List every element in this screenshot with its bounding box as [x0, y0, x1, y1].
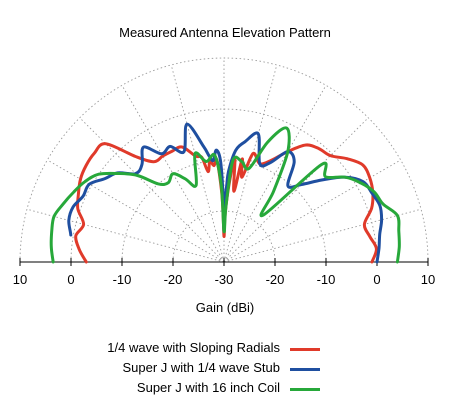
legend-label: Super J with 1/4 wave Stub [122, 360, 280, 375]
grid-ring [19, 57, 429, 263]
legend-label: Super J with 16 inch Coil [136, 380, 280, 395]
legend-item-sloping-radials: 1/4 wave with Sloping Radials [40, 338, 320, 358]
grid-spoke [223, 159, 401, 263]
series-line [74, 142, 378, 264]
tick-label: -20 [164, 272, 183, 287]
tick-label: -20 [266, 272, 285, 287]
legend-swatch [290, 368, 320, 371]
tick-label: 0 [373, 272, 380, 287]
series-lines [49, 122, 401, 264]
legend-swatch [290, 388, 320, 391]
legend: 1/4 wave with Sloping Radials Super J wi… [40, 338, 320, 398]
legend-item-stub: Super J with 1/4 wave Stub [40, 358, 320, 378]
series-line [49, 126, 401, 264]
legend-label: 1/4 wave with Sloping Radials [107, 340, 280, 355]
grid-spoke [79, 117, 225, 263]
legend-swatch [290, 348, 320, 351]
tick-label: -30 [215, 272, 234, 287]
grid-spoke [26, 208, 225, 263]
tick-label: -10 [317, 272, 336, 287]
tick-labels: 10 0 -10 -20 -30 -20 -10 0 10 [13, 272, 435, 287]
tick-label: 10 [13, 272, 27, 287]
tick-label: 10 [421, 272, 435, 287]
gain-axis [19, 258, 429, 266]
tick-label: -10 [113, 272, 132, 287]
grid [19, 57, 429, 263]
series-line [67, 122, 384, 264]
x-axis-label: Gain (dBi) [195, 300, 255, 315]
chart-title: Measured Antenna Elevation Pattern [119, 25, 331, 40]
grid-ring [172, 210, 276, 263]
legend-item-coil: Super J with 16 inch Coil [40, 378, 320, 398]
tick-label: 0 [67, 272, 74, 287]
